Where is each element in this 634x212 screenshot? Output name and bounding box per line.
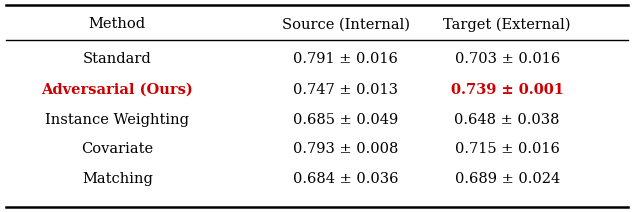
Text: 0.791 ± 0.016: 0.791 ± 0.016	[293, 52, 398, 66]
Text: Method: Method	[89, 17, 146, 31]
Text: 0.747 ± 0.013: 0.747 ± 0.013	[293, 83, 398, 97]
Text: Target (External): Target (External)	[443, 17, 571, 32]
Text: Instance Weighting: Instance Weighting	[45, 113, 190, 127]
Text: Source (Internal): Source (Internal)	[281, 17, 410, 31]
Text: Matching: Matching	[82, 172, 153, 186]
Text: 0.685 ± 0.049: 0.685 ± 0.049	[293, 113, 398, 127]
Text: Adversarial (Ours): Adversarial (Ours)	[41, 83, 193, 97]
Text: 0.715 ± 0.016: 0.715 ± 0.016	[455, 142, 560, 156]
Text: 0.684 ± 0.036: 0.684 ± 0.036	[293, 172, 398, 186]
Text: 0.703 ± 0.016: 0.703 ± 0.016	[455, 52, 560, 66]
Text: 0.689 ± 0.024: 0.689 ± 0.024	[455, 172, 560, 186]
Text: 0.739 ± 0.001: 0.739 ± 0.001	[451, 83, 564, 97]
Text: 0.648 ± 0.038: 0.648 ± 0.038	[455, 113, 560, 127]
Text: Standard: Standard	[83, 52, 152, 66]
Text: Covariate: Covariate	[81, 142, 153, 156]
Text: 0.793 ± 0.008: 0.793 ± 0.008	[293, 142, 398, 156]
